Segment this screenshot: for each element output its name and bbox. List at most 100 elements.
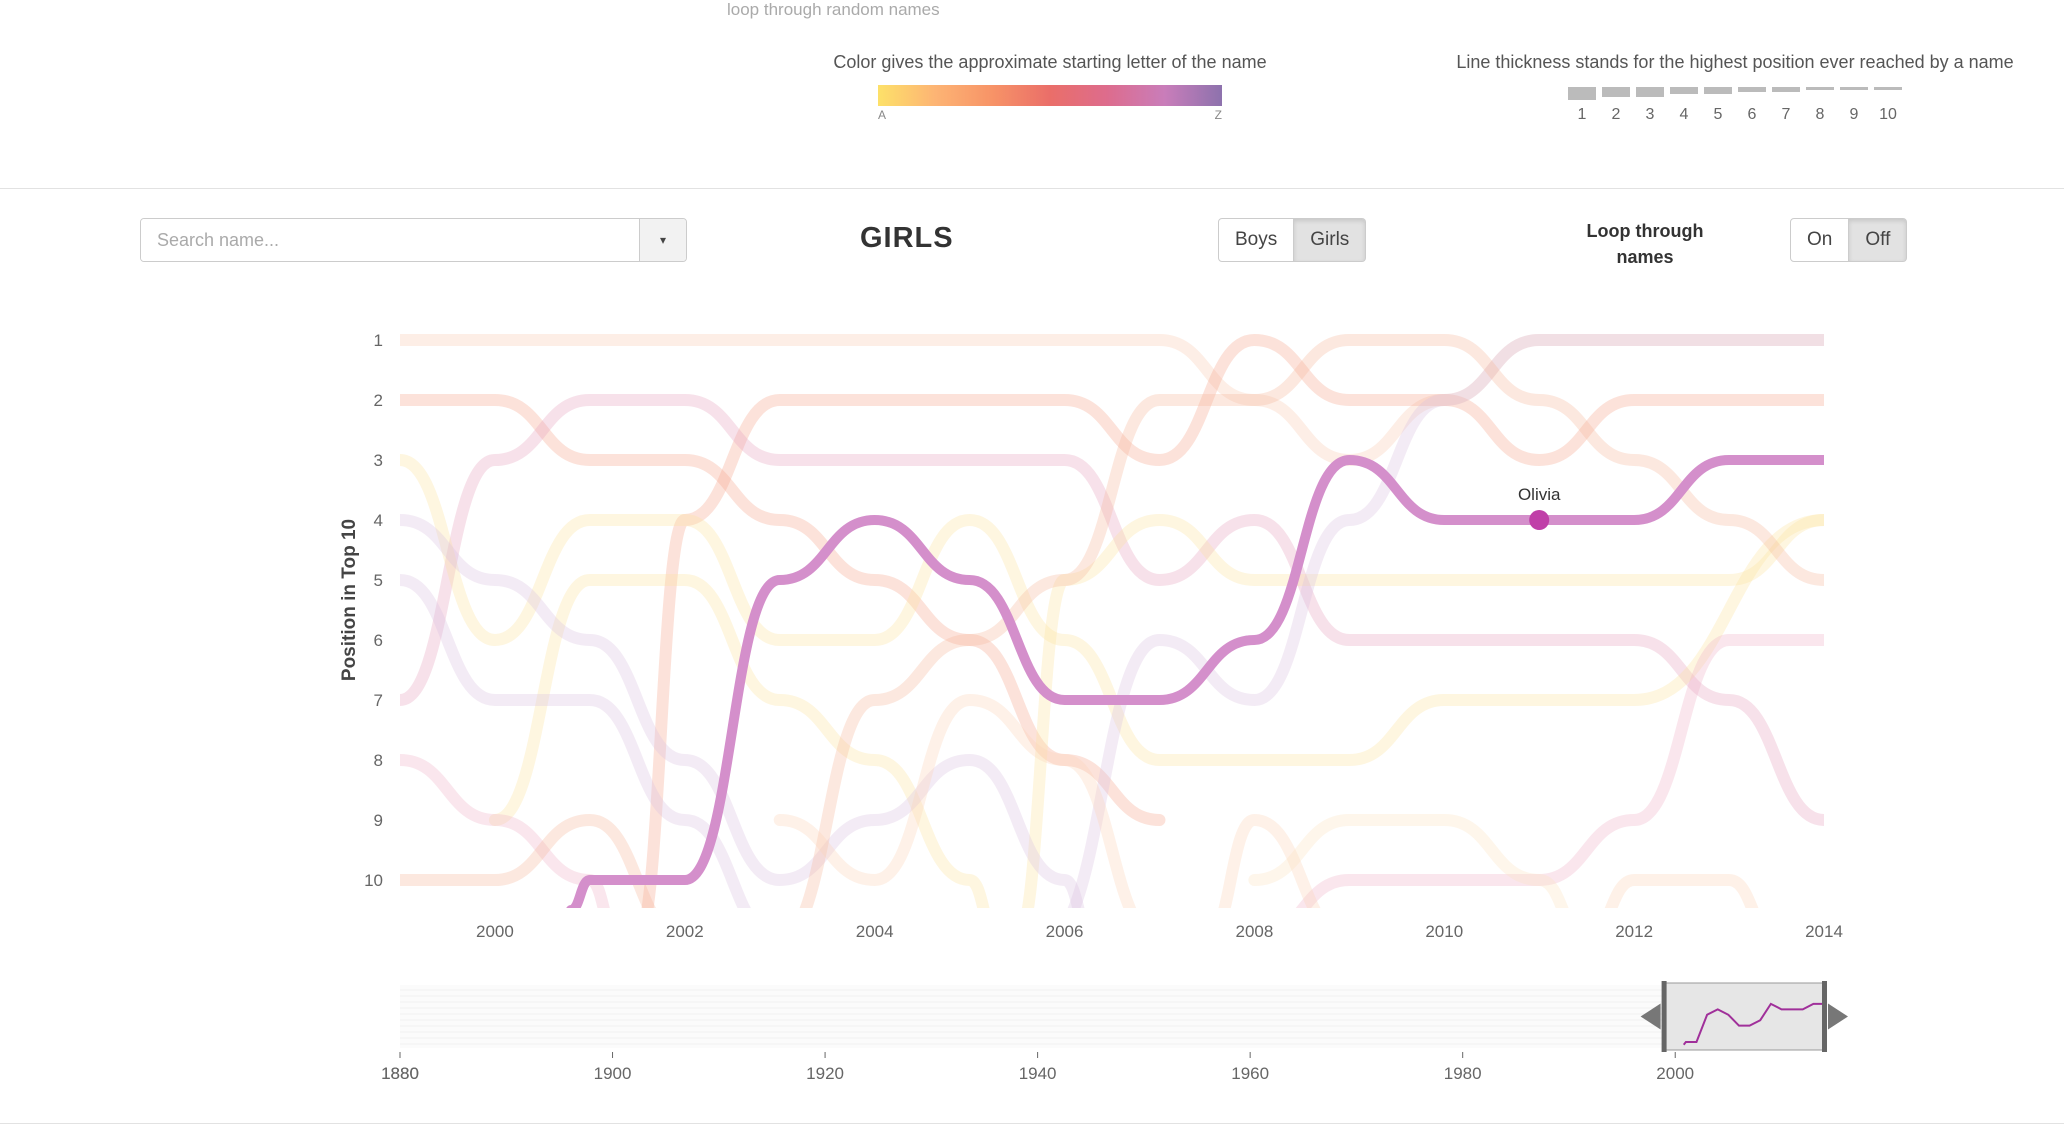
x-tick-label: 2006: [1046, 922, 1084, 941]
color-gradient-bar: [878, 85, 1222, 106]
top-divider: [0, 188, 2064, 189]
overview-tick-label: 1880: [381, 1064, 419, 1083]
y-tick-label: 4: [374, 511, 383, 530]
overview-tick-label: 1880: [381, 1064, 419, 1083]
x-tick-label: 2000: [476, 922, 514, 941]
loop-random-names-link[interactable]: loop through random names: [727, 0, 940, 19]
thickness-bar: [1840, 87, 1868, 90]
name-line[interactable]: [1254, 633, 1824, 940]
thickness-bar: [1874, 87, 1902, 90]
name-line[interactable]: [400, 514, 1093, 940]
name-line[interactable]: [1017, 513, 1824, 940]
thickness-rank-label: 2: [1611, 106, 1621, 123]
thickness-rank-label: 5: [1713, 106, 1723, 123]
girls-button[interactable]: Girls: [1294, 218, 1367, 262]
loop-off-button[interactable]: Off: [1849, 218, 1908, 262]
gender-toggle: Boys Girls: [1218, 218, 1367, 262]
overview-background[interactable]: [400, 985, 1824, 1048]
name-line[interactable]: [1207, 813, 1349, 940]
search-input[interactable]: [141, 219, 639, 261]
thickness-legend-item: 2: [1602, 87, 1630, 124]
name-line[interactable]: [488, 573, 998, 940]
name-line[interactable]: [773, 693, 1160, 940]
y-tick-label: 6: [374, 631, 383, 650]
thickness-bar: [1670, 87, 1698, 94]
thickness-legend-item: 6: [1738, 87, 1766, 124]
brush-handle-right[interactable]: [1822, 981, 1827, 1052]
x-tick-label: 2004: [856, 922, 894, 941]
y-tick-label: 2: [374, 391, 383, 410]
thickness-legend: Line thickness stands for the highest po…: [1440, 52, 2030, 124]
x-tick-label: 2008: [1235, 922, 1273, 941]
thickness-bar: [1636, 87, 1664, 97]
highlight-marker[interactable]: [1529, 510, 1550, 530]
y-tick-label: 9: [374, 811, 383, 830]
name-line[interactable]: [637, 333, 1824, 940]
triangle-right-icon[interactable]: [1828, 1003, 1848, 1030]
overview-tick-label: 1900: [594, 1064, 632, 1083]
y-tick-label: 8: [374, 751, 383, 770]
y-tick-label: 5: [374, 571, 383, 590]
x-tick-label: 2012: [1615, 922, 1653, 941]
overview-highlight-line: [1682, 1002, 1824, 1046]
y-tick-label: 3: [374, 451, 383, 470]
thickness-rank-label: 6: [1747, 106, 1757, 123]
thickness-legend-item: 9: [1840, 87, 1868, 124]
caret-down-icon: ▾: [659, 233, 667, 247]
name-search[interactable]: ▾: [140, 218, 687, 262]
thickness-legend-item: 3: [1636, 87, 1664, 124]
thickness-legend-item: 8: [1806, 87, 1834, 124]
color-legend: Color gives the approximate starting let…: [820, 52, 1280, 122]
name-line[interactable]: [780, 333, 1824, 940]
brush-handle-left[interactable]: [1661, 981, 1667, 1052]
y-tick-label: 7: [374, 691, 383, 710]
thickness-bar: [1806, 87, 1834, 90]
overview-tick-label: 1940: [1019, 1064, 1057, 1083]
name-line[interactable]: [1587, 873, 1777, 940]
loop-on-button[interactable]: On: [1790, 218, 1850, 262]
bottom-divider: [0, 1123, 2064, 1124]
thickness-bar: [1738, 87, 1766, 92]
thickness-rank-label: 8: [1815, 106, 1825, 123]
thickness-rank-label: 1: [1577, 106, 1587, 123]
overview-tick-label: 1960: [1231, 1064, 1269, 1083]
name-line[interactable]: [400, 333, 1824, 467]
overview-tick-label: 1920: [806, 1064, 844, 1083]
thickness-bar: [1568, 87, 1596, 100]
loop-toggle: On Off: [1790, 218, 1908, 262]
thickness-bar: [1704, 87, 1732, 94]
boys-button[interactable]: Boys: [1218, 218, 1295, 262]
brush-selection[interactable]: [1664, 982, 1825, 1051]
x-tick-label: 2010: [1425, 922, 1463, 941]
thickness-legend-item: 10: [1874, 87, 1902, 124]
x-tick-label: 2002: [666, 922, 704, 941]
name-line[interactable]: [1248, 813, 1586, 940]
search-dropdown-button[interactable]: ▾: [639, 219, 686, 261]
name-line[interactable]: [400, 813, 685, 940]
y-axis-label: Position in Top 10: [339, 519, 360, 681]
highlight-name-label: Olivia: [1518, 485, 1561, 504]
thickness-rank-label: 4: [1679, 106, 1689, 123]
thickness-rank-label: 3: [1645, 106, 1655, 123]
overview-tick-label: 2000: [1656, 1064, 1694, 1083]
loop-label: Loop through names: [1586, 221, 1704, 267]
name-line[interactable]: [400, 454, 1824, 767]
name-line[interactable]: [400, 754, 618, 940]
name-line[interactable]: [400, 574, 780, 940]
triangle-left-icon[interactable]: [1640, 1003, 1661, 1030]
gradient-start-label: A: [878, 108, 887, 122]
color-legend-title: Color gives the approximate starting let…: [833, 52, 1267, 72]
name-line[interactable]: [400, 393, 1166, 826]
thickness-bar: [1602, 87, 1630, 97]
name-line[interactable]: [400, 393, 1824, 826]
y-tick-label: 10: [364, 871, 383, 890]
thickness-legend-item: 5: [1704, 87, 1732, 124]
thickness-rank-label: 7: [1781, 106, 1791, 123]
gradient-end-label: Z: [1214, 108, 1222, 122]
y-tick-label: 1: [374, 331, 383, 350]
highlighted-name-line[interactable]: [566, 454, 1824, 910]
name-line[interactable]: [1046, 333, 1824, 940]
thickness-legend-item: 1: [1568, 87, 1596, 124]
thickness-rank-label: 10: [1879, 106, 1897, 123]
